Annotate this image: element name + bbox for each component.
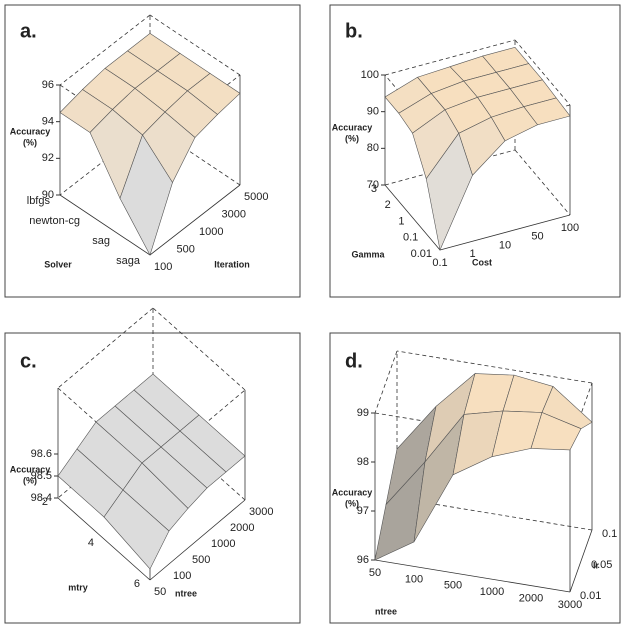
z-tick-label: 92 <box>42 152 54 164</box>
z-tick-label: 98.6 <box>31 448 52 460</box>
z-tick-label: 100 <box>361 69 379 81</box>
box-edge <box>152 307 246 391</box>
panel-frame <box>4 4 301 298</box>
z-axis-label: Accuracy <box>10 126 51 136</box>
box-edge <box>374 559 571 593</box>
z-tick-label: 96 <box>357 554 369 566</box>
x-tick-label: 0.1 <box>403 232 418 244</box>
x-tick-label: 500 <box>444 580 462 592</box>
y-tick-label: 100 <box>173 570 191 582</box>
x-tick-label: 0.01 <box>411 248 432 260</box>
surface-patch <box>425 132 473 252</box>
x-axis-label: Gamma <box>351 249 385 259</box>
x-tick-label: 3 <box>371 183 377 195</box>
panel-label: b. <box>345 20 363 42</box>
panel-frame <box>329 332 621 624</box>
box-edge <box>384 149 516 186</box>
y-tick-label: 50 <box>531 231 543 243</box>
y-axis-label: Iteration <box>214 259 250 269</box>
box-edge <box>57 307 154 389</box>
y-tick-label: 3000 <box>249 506 273 518</box>
z-tick-label: 96 <box>42 79 54 91</box>
box-edge <box>374 350 398 414</box>
z-tick-label: 90 <box>367 106 379 118</box>
y-axis-label: lr <box>593 560 600 570</box>
box-edge <box>569 529 593 593</box>
z-tick-label: 98.5 <box>31 470 52 482</box>
z-axis-label: Accuracy <box>332 122 373 132</box>
z-tick-label: 98.4 <box>31 492 52 504</box>
box-edge <box>514 39 571 106</box>
y-tick-label: 0.01 <box>580 590 601 602</box>
x-tick-label: saga <box>116 255 141 267</box>
x-tick-label: newton-cg <box>29 215 80 227</box>
panel-label: a. <box>20 20 37 42</box>
y-tick-label: 100 <box>154 261 172 273</box>
box-edge <box>384 39 516 76</box>
y-tick-label: 0.1 <box>432 257 447 269</box>
x-tick-label: 3000 <box>558 599 582 611</box>
x-tick-label: sag <box>92 235 110 247</box>
box-edge <box>149 499 246 581</box>
box-edge <box>514 149 571 216</box>
x-axis-label: Solver <box>44 259 72 269</box>
y-axis-label: Cost <box>472 257 492 267</box>
x-tick-label: 50 <box>369 567 381 579</box>
x-tick-label: 4 <box>88 537 94 549</box>
x-tick-label: lbfgs <box>27 195 51 207</box>
y-tick-label: 1 <box>469 248 475 260</box>
z-tick-label: 98 <box>357 456 369 468</box>
box-edge <box>396 350 593 384</box>
y-tick-label: 500 <box>177 243 195 255</box>
panel-label: c. <box>20 350 37 372</box>
x-tick-label: 1000 <box>480 586 504 598</box>
z-axis-label: (%) <box>23 475 37 485</box>
z-tick-label: 70 <box>367 179 379 191</box>
panel-frame <box>329 4 621 298</box>
panel-label: d. <box>345 350 363 372</box>
panel-frame <box>4 332 301 624</box>
x-axis-label: mtry <box>68 582 88 592</box>
y-tick-label: 50 <box>154 586 166 598</box>
z-axis-label: (%) <box>345 133 359 143</box>
y-tick-label: 500 <box>192 554 210 566</box>
x-tick-label: 1 <box>398 215 404 227</box>
box-edge <box>59 194 151 256</box>
z-tick-label: 97 <box>357 505 369 517</box>
y-axis-label: ntree <box>175 588 197 598</box>
y-tick-label: 5000 <box>244 191 268 203</box>
y-tick-label: 10 <box>499 239 511 251</box>
y-tick-label: 0.1 <box>602 528 617 540</box>
y-tick-label: 1000 <box>211 538 235 550</box>
x-tick-label: 100 <box>405 573 423 585</box>
z-axis-label: (%) <box>345 498 359 508</box>
surface-patch <box>530 412 582 451</box>
z-axis-label: Accuracy <box>10 464 51 474</box>
x-tick-label: 2 <box>42 496 48 508</box>
x-tick-label: 2 <box>385 199 391 211</box>
surface-patch <box>103 489 170 570</box>
y-tick-label: 0.05 <box>591 559 612 571</box>
z-tick-label: 80 <box>367 142 379 154</box>
box-edge <box>59 14 151 86</box>
surface-patch <box>119 134 173 256</box>
y-tick-label: 1000 <box>199 226 223 238</box>
y-tick-label: 2000 <box>230 522 254 534</box>
z-tick-label: 90 <box>42 189 54 201</box>
y-tick-label: 3000 <box>222 208 246 220</box>
z-tick-label: 94 <box>42 116 54 128</box>
x-tick-label: 6 <box>134 578 140 590</box>
x-axis-label: ntree <box>375 606 397 616</box>
box-edge <box>439 214 571 251</box>
z-tick-label: 99 <box>357 407 369 419</box>
z-axis-label: Accuracy <box>332 487 373 497</box>
y-tick-label: 100 <box>561 222 579 234</box>
x-tick-label: 2000 <box>519 593 543 605</box>
box-edge <box>384 184 441 251</box>
box-edge <box>149 184 241 256</box>
box-edge <box>57 497 151 581</box>
z-axis-label: (%) <box>23 137 37 147</box>
